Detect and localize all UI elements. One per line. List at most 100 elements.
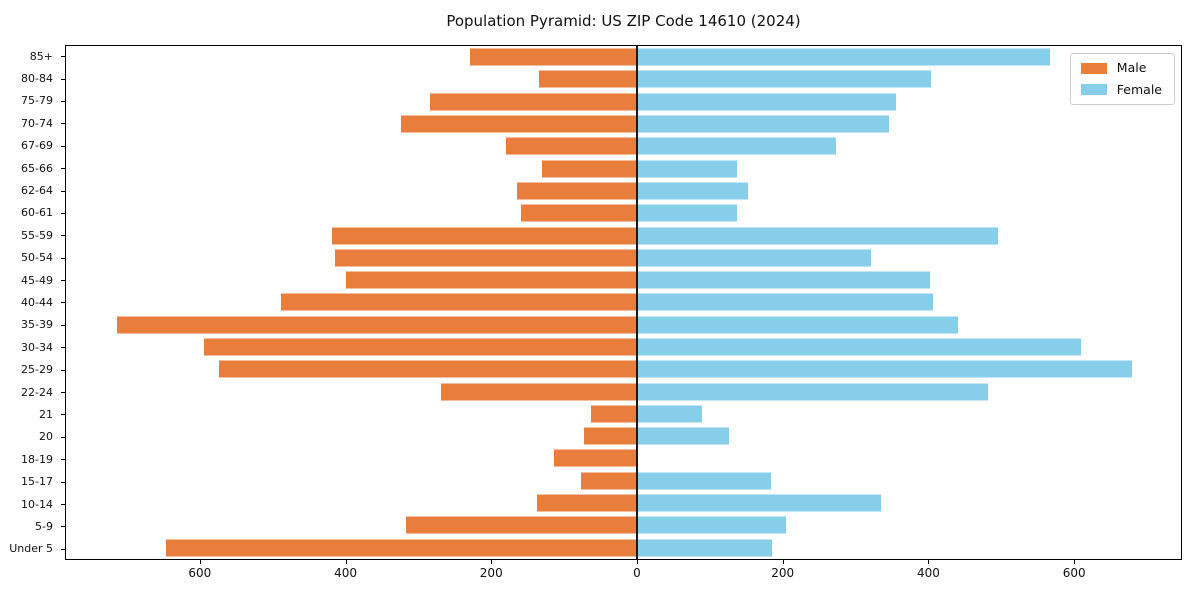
y-axis-label: 25-29 [0, 358, 65, 380]
y-axis-label: 15-17 [0, 470, 65, 492]
x-axis-tick-mark [782, 560, 784, 564]
male-bar [554, 449, 637, 467]
y-axis-tick-mark [61, 369, 65, 371]
x-axis-tick-mark [1074, 560, 1076, 564]
male-bar [536, 494, 637, 512]
pyramid-row [66, 314, 1181, 336]
y-axis-label: 85+ [0, 45, 65, 67]
y-axis-label: 10-14 [0, 493, 65, 515]
male-bar [429, 93, 637, 111]
chart-title: Population Pyramid: US ZIP Code 14610 (2… [446, 12, 801, 30]
female-bar [636, 427, 729, 445]
y-axis-label: 67-69 [0, 135, 65, 157]
female-bar [636, 249, 872, 267]
zero-axis-line [635, 46, 638, 559]
female-bar [636, 293, 933, 311]
x-axis-tick-label: 400 [334, 566, 357, 580]
pyramid-row [66, 447, 1181, 469]
y-axis-tick-mark [61, 190, 65, 192]
female-color-swatch [1080, 84, 1107, 96]
pyramid-row [66, 358, 1181, 380]
male-color-swatch [1080, 62, 1107, 74]
pyramid-row [66, 91, 1181, 113]
male-bar [580, 472, 637, 490]
pyramid-row [66, 135, 1181, 157]
x-axis-tick-label: 200 [479, 566, 503, 580]
pyramid-row [66, 224, 1181, 246]
pyramid-row [66, 180, 1181, 202]
pyramid-row [66, 269, 1181, 291]
female-bar [636, 338, 1081, 356]
male-bar [346, 271, 637, 289]
pyramid-row [66, 68, 1181, 90]
pyramid-row [66, 514, 1181, 536]
legend-label-female: Female [1116, 81, 1162, 97]
x-axis-tick-mark [491, 560, 493, 564]
male-bar [591, 405, 637, 423]
male-bar [506, 137, 637, 155]
female-bar [636, 137, 836, 155]
pyramid-row [66, 336, 1181, 358]
y-axis-label: 30-34 [0, 336, 65, 358]
y-axis-tick-mark [61, 548, 65, 550]
female-bar [636, 360, 1133, 378]
female-bar [636, 516, 787, 534]
y-axis-tick-mark [61, 481, 65, 483]
y-axis-label: 21 [0, 403, 65, 425]
y-axis-tick-mark [61, 414, 65, 416]
female-bar [636, 204, 737, 222]
x-axis-tick-label: 600 [188, 566, 212, 580]
pyramid-row [66, 157, 1181, 179]
male-bar [204, 338, 637, 356]
male-bar [116, 316, 637, 334]
female-bar [636, 48, 1051, 66]
female-bar [636, 70, 931, 88]
female-bar [636, 383, 988, 401]
legend-label-male: Male [1116, 60, 1147, 75]
legend: Male Female [1069, 53, 1175, 105]
y-axis-labels: 85+ 80-84 75-79 70-74 67-69 65-66 62-64 60-61 55… [0, 45, 65, 560]
female-bar [636, 539, 772, 557]
y-axis-tick-mark [61, 392, 65, 394]
male-bar [331, 227, 637, 245]
x-axis-tick-mark [636, 560, 638, 564]
pyramid-row [66, 46, 1181, 68]
male-bar [166, 539, 637, 557]
pyramid-row [66, 492, 1181, 514]
female-bar [636, 182, 749, 200]
y-axis-label: 22-24 [0, 381, 65, 403]
female-bar [636, 93, 896, 111]
x-axis-tick-label: 400 [916, 566, 940, 580]
female-bar [636, 271, 931, 289]
y-axis-label: 45-49 [0, 269, 65, 291]
y-axis-tick-mark [61, 235, 65, 237]
y-axis-tick-mark [61, 257, 65, 259]
female-bar [636, 316, 959, 334]
y-axis-tick-mark [61, 212, 65, 214]
female-bar [636, 227, 999, 245]
y-axis-label: 5-9 [0, 515, 65, 537]
legend-entry-male: Male [1080, 60, 1162, 75]
y-axis-tick-mark [61, 504, 65, 505]
male-bar [516, 182, 637, 200]
bar-rows [66, 46, 1181, 559]
plot-area: Male Female [65, 45, 1182, 560]
pyramid-row [66, 113, 1181, 135]
male-bar [440, 383, 637, 401]
y-axis-tick-mark [61, 78, 65, 80]
male-bar [583, 427, 637, 445]
y-axis-tick-mark [61, 526, 65, 528]
x-axis-tick-mark [345, 560, 347, 564]
male-bar [280, 293, 637, 311]
y-axis-label: 60-61 [0, 202, 65, 224]
y-axis-tick-mark [61, 123, 65, 125]
male-bar [400, 115, 637, 133]
y-axis-label: Under 5 [0, 538, 65, 560]
female-bar [636, 405, 702, 423]
x-axis-tick-mark [928, 560, 930, 564]
y-axis-tick-mark [61, 347, 65, 349]
x-axis-tick-label: 600 [1062, 566, 1086, 580]
x-axis-tick-mark [199, 560, 201, 564]
male-bar [218, 360, 637, 378]
